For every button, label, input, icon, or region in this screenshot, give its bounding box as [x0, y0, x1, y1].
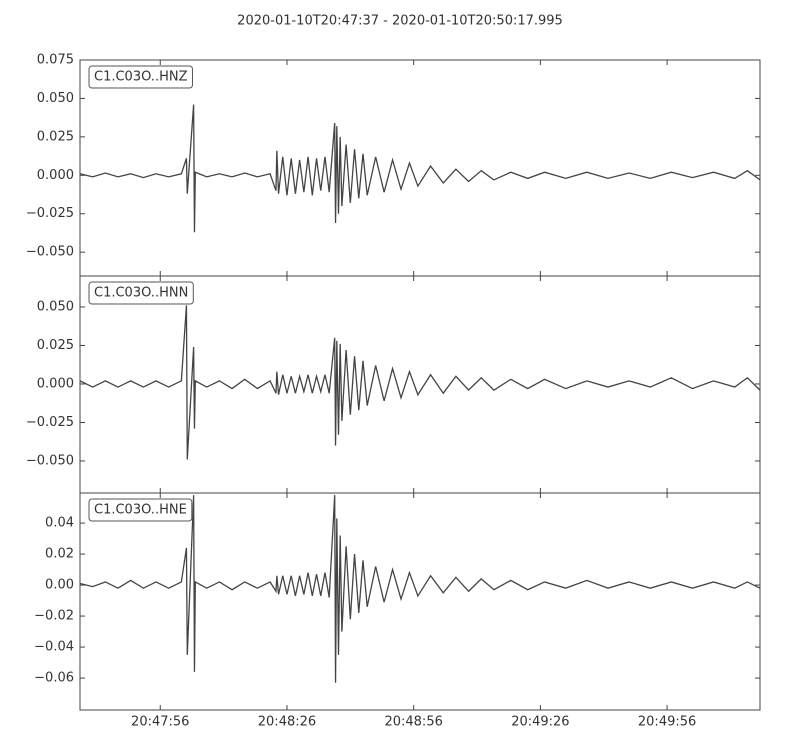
x-tick-label: 20:49:26 [511, 715, 569, 730]
y-tick-label: −0.06 [34, 671, 74, 686]
y-tick-label: 0.04 [45, 516, 74, 531]
y-tick-label: 0.02 [45, 547, 74, 562]
legend-label: C1.C03O..HNE [94, 503, 187, 518]
y-tick-label: 0.025 [37, 129, 74, 144]
chart-title: 2020-01-10T20:47:37 - 2020-01-10T20:50:1… [237, 14, 563, 29]
x-tick-label: 20:49:56 [638, 715, 696, 730]
waveform [79, 104, 761, 233]
legend-box [88, 65, 193, 89]
y-tick-label: −0.050 [26, 245, 74, 260]
axes-frame [79, 492, 761, 711]
y-tick-label: −0.025 [26, 415, 74, 430]
y-tick-label: −0.04 [34, 640, 74, 655]
legend-box [88, 498, 193, 522]
y-tick-label: 0.00 [45, 578, 74, 593]
x-tick-label: 20:48:26 [258, 715, 316, 730]
y-tick-label: 0.050 [37, 91, 74, 106]
y-tick-label: −0.025 [26, 206, 74, 221]
y-tick-label: −0.02 [34, 609, 74, 624]
legend-box [88, 281, 194, 305]
x-tick-label: 20:47:56 [131, 715, 189, 730]
legend-label: C1.C03O..HNN [94, 286, 188, 301]
y-tick-label: 0.025 [37, 338, 74, 353]
waveform [79, 305, 761, 460]
y-tick-label: 0.075 [37, 53, 74, 68]
x-tick-label: 20:48:56 [384, 715, 442, 730]
y-tick-label: −0.050 [26, 453, 74, 468]
y-tick-label: 0.000 [37, 168, 74, 183]
legend-label: C1.C03O..HNZ [94, 70, 188, 85]
y-tick-label: 0.050 [37, 299, 74, 314]
y-tick-label: 0.000 [37, 376, 74, 391]
waveform [79, 495, 761, 683]
axes-frame [79, 59, 761, 277]
axes-frame [79, 275, 761, 494]
